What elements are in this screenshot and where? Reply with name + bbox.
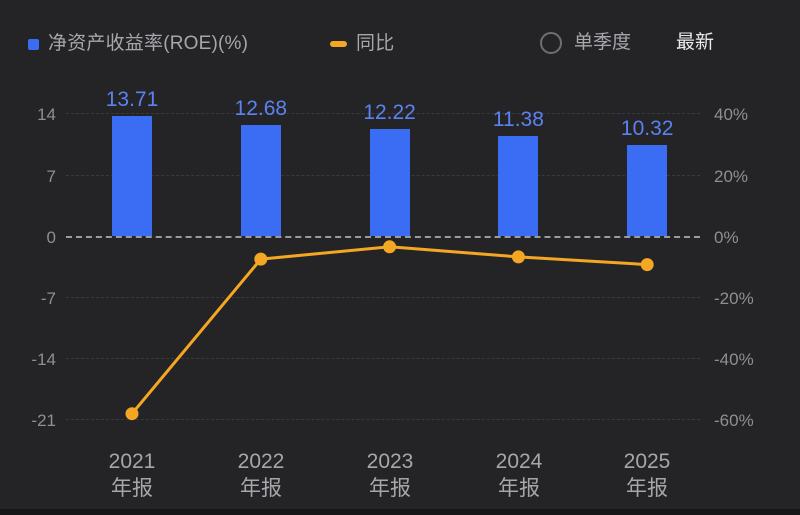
- right-axis-tick-3: -20%: [714, 289, 754, 308]
- category-label-2023: 2023 年报: [335, 448, 445, 502]
- line-point-2022年报[interactable]: [254, 252, 268, 266]
- right-axis-tick-4: -40%: [714, 350, 754, 369]
- right-axis-tick-5: -60%: [714, 411, 754, 430]
- category-label-2023-line2: 年报: [369, 477, 411, 500]
- right-axis-tick-2: 0%: [714, 228, 739, 247]
- gridline-m7: [66, 297, 700, 298]
- left-axis-tick-5: -21: [31, 411, 56, 430]
- category-label-2024-line2: 年报: [498, 477, 540, 500]
- bar-value-2023: 12.22: [363, 100, 416, 124]
- category-label-2025-line1: 2025: [623, 450, 671, 473]
- left-axis-tick-2: 0: [46, 228, 56, 247]
- category-label-2023-line1: 2023: [366, 450, 414, 473]
- category-label-2024-line1: 2024: [495, 450, 543, 473]
- line-marker-icon: [330, 41, 347, 47]
- category-label-2022: 2022 年报: [206, 448, 316, 502]
- legend-label-yoy: 同比: [356, 33, 395, 54]
- category-label-2021: 2021 年报: [77, 448, 187, 502]
- line-point-2025年报[interactable]: [640, 258, 654, 272]
- category-label-2025: 2025 年报: [592, 448, 702, 502]
- legend-label-roe: 净资产收益率(ROE)(%): [48, 33, 249, 54]
- bar-2021[interactable]: [112, 115, 152, 236]
- category-label-2024: 2024 年报: [464, 448, 574, 502]
- square-marker-icon: [28, 38, 39, 50]
- left-axis-tick-0: 14: [37, 105, 56, 124]
- category-label-2022-line1: 2022: [237, 450, 285, 473]
- latest-button[interactable]: 最新: [676, 32, 715, 53]
- gridline-14: [66, 113, 700, 114]
- bar-value-2024: 11.38: [492, 108, 544, 132]
- category-label-2022-line2: 年报: [240, 477, 282, 500]
- gridline-m21: [66, 419, 700, 420]
- legend-item-roe[interactable]: 净资产收益率(ROE)(%): [28, 31, 248, 57]
- single-quarter-label: 单季度: [574, 32, 632, 53]
- right-axis-tick-0: 40%: [714, 105, 749, 124]
- category-label-2021-line2: 年报: [111, 477, 153, 500]
- category-label-2021-line1: 2021: [108, 450, 156, 473]
- bottom-strip: [0, 509, 800, 515]
- category-label-2025-line2: 年报: [626, 477, 668, 500]
- gridline-m14: [66, 358, 700, 359]
- bar-value-2025: 10.32: [620, 117, 674, 141]
- chart-header: 净资产收益率(ROE)(%) 同比 单季度 最新: [0, 0, 800, 74]
- bar-2023[interactable]: [369, 128, 410, 236]
- line-point-2024年报[interactable]: [511, 250, 525, 264]
- left-axis-tick-3: -7: [40, 289, 56, 308]
- legend-item-yoy[interactable]: 同比: [330, 31, 394, 57]
- bar-value-2021: 13.71: [105, 87, 159, 111]
- single-quarter-toggle[interactable]: 单季度: [540, 28, 631, 58]
- right-axis-tick-1: 20%: [714, 167, 749, 186]
- gridline-0: [66, 236, 700, 238]
- radio-circle-icon[interactable]: [540, 32, 562, 54]
- bar-2022[interactable]: [240, 124, 281, 236]
- line-point-2023年报[interactable]: [383, 240, 397, 254]
- bar-value-2022: 12.68: [234, 96, 288, 120]
- left-axis-tick-4: -14: [31, 350, 56, 369]
- bar-2025[interactable]: [627, 145, 668, 236]
- bar-2024[interactable]: [498, 136, 539, 236]
- left-axis-tick-1: 7: [46, 167, 56, 186]
